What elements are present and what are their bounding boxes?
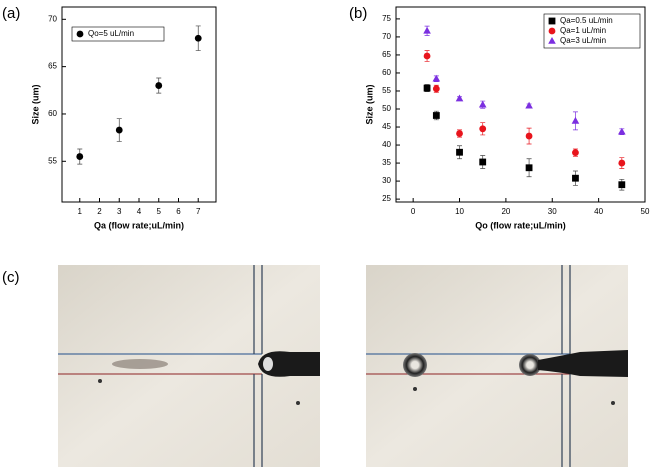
legend-marker	[548, 17, 556, 25]
point	[423, 52, 431, 60]
point	[456, 148, 463, 156]
point	[155, 82, 163, 89]
panel-label: (a)	[2, 5, 20, 22]
legend-marker	[548, 27, 556, 35]
y-tick-label: 70	[382, 32, 391, 41]
x-tick-label: 20	[501, 207, 510, 216]
y-tick-label: 70	[48, 14, 57, 23]
legend-box	[543, 13, 641, 49]
y-tick-label: 65	[48, 62, 57, 71]
x-tick-label: 3	[117, 207, 122, 216]
point	[571, 116, 580, 124]
point	[456, 130, 463, 137]
point	[423, 84, 431, 92]
point	[455, 94, 464, 102]
x-tick-label: 10	[455, 207, 464, 216]
x-tick-label: 50	[641, 207, 650, 216]
point	[432, 85, 440, 93]
point	[525, 164, 533, 172]
y-tick-label: 55	[382, 86, 391, 95]
point	[432, 74, 441, 82]
y-tick-label: 30	[382, 176, 391, 185]
x-tick-label: 7	[196, 207, 201, 216]
panel-label: (b)	[349, 5, 367, 22]
legend-box	[71, 26, 165, 42]
x-tick-label: 30	[548, 207, 557, 216]
x-tick-label: 1	[78, 207, 83, 216]
point	[525, 132, 533, 140]
y-tick-label: 35	[382, 158, 391, 167]
point	[479, 125, 487, 133]
y-tick-label: 25	[382, 194, 391, 203]
point	[194, 34, 202, 42]
y-tick-label: 50	[382, 104, 391, 113]
panel-label: (c)	[2, 269, 20, 286]
point	[76, 153, 84, 160]
y-axis-label: Size (um)	[364, 84, 374, 124]
point	[423, 26, 431, 34]
legend-marker	[548, 37, 556, 44]
x-axis-label: Qo (flow rate;uL/min)	[475, 220, 566, 230]
legend-label: Qa=1 uL/min	[560, 26, 606, 35]
y-tick-label: 60	[382, 68, 391, 77]
y-tick-label: 75	[382, 14, 391, 23]
y-tick-label: 45	[382, 122, 391, 131]
y-axis-label: Size (um)	[30, 84, 40, 124]
x-axis-label: Qa (flow rate;uL/min)	[94, 220, 184, 230]
point	[572, 174, 579, 182]
y-tick-label: 65	[382, 50, 391, 59]
point	[525, 101, 533, 109]
legend-label: Qa=0.5 uL/min	[560, 16, 613, 25]
point	[115, 126, 123, 134]
y-tick-label: 55	[48, 156, 57, 165]
point	[618, 181, 626, 189]
x-tick-label: 5	[157, 207, 162, 216]
point	[479, 158, 487, 166]
point	[618, 127, 626, 135]
legend-label: Qo=5 uL/min	[88, 29, 134, 38]
point	[572, 149, 579, 157]
legend-label: Qa=3 uL/min	[560, 36, 606, 45]
y-tick-label: 60	[48, 109, 57, 118]
photo-right	[366, 265, 628, 467]
plot-frame	[395, 6, 646, 203]
photo-left	[58, 265, 320, 467]
point	[432, 112, 440, 119]
legend-marker	[76, 30, 84, 38]
x-tick-label: 6	[176, 207, 181, 216]
x-tick-label: 2	[97, 207, 102, 216]
x-tick-label: 40	[594, 207, 603, 216]
y-tick-label: 40	[382, 140, 391, 149]
x-tick-label: 0	[411, 207, 416, 216]
point	[618, 159, 626, 167]
point	[478, 100, 487, 108]
x-tick-label: 4	[137, 207, 142, 216]
